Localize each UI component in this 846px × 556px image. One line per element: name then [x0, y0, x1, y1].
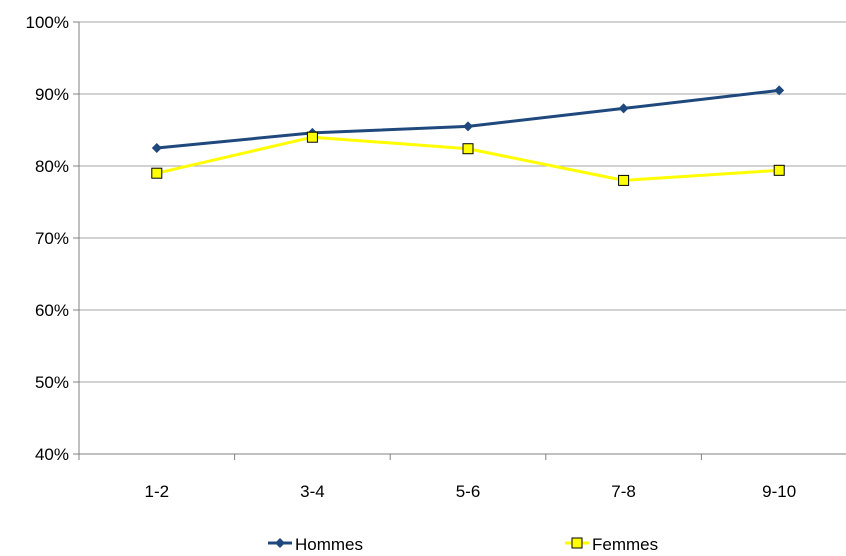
data-point-hommes	[463, 121, 473, 132]
series-layer	[151, 85, 785, 186]
data-point-femmes	[618, 174, 630, 186]
data-point-femmes	[773, 164, 785, 176]
legend-marker	[275, 538, 285, 548]
y-tick-label: 60%	[35, 301, 69, 320]
series-line-hommes	[156, 88, 780, 150]
y-tick-label: 90%	[35, 85, 69, 104]
legend-marker	[571, 537, 583, 549]
legend-label: Femmes	[592, 535, 658, 554]
gridlines	[79, 21, 846, 383]
data-point-femmes	[306, 131, 318, 143]
data-point-hommes	[618, 103, 629, 114]
x-tick-label: 1-2	[145, 482, 170, 501]
x-tick-label: 7-8	[611, 482, 636, 501]
data-point-hommes	[151, 143, 162, 153]
y-axis-tick-labels: 40% 50% 60% 70% 80% 90% 100%	[26, 13, 69, 464]
x-tick-label: 9-10	[762, 482, 796, 501]
x-tick-label: 3-4	[300, 482, 325, 501]
x-tick-label: 5-6	[456, 482, 481, 501]
y-tick-label: 70%	[35, 229, 69, 248]
data-point-hommes	[774, 85, 785, 96]
data-point-femmes	[151, 167, 163, 179]
data-point-femmes	[462, 143, 474, 155]
legend-label: Hommes	[295, 535, 363, 554]
axes	[73, 21, 846, 460]
y-tick-label: 40%	[35, 445, 69, 464]
legend: Hommes Femmes	[268, 535, 658, 554]
x-axis-tick-labels: 1-2 3-4 5-6 7-8 9-10	[145, 482, 797, 501]
y-tick-label: 80%	[35, 157, 69, 176]
y-tick-label: 100%	[26, 13, 69, 32]
y-tick-label: 50%	[35, 373, 69, 392]
